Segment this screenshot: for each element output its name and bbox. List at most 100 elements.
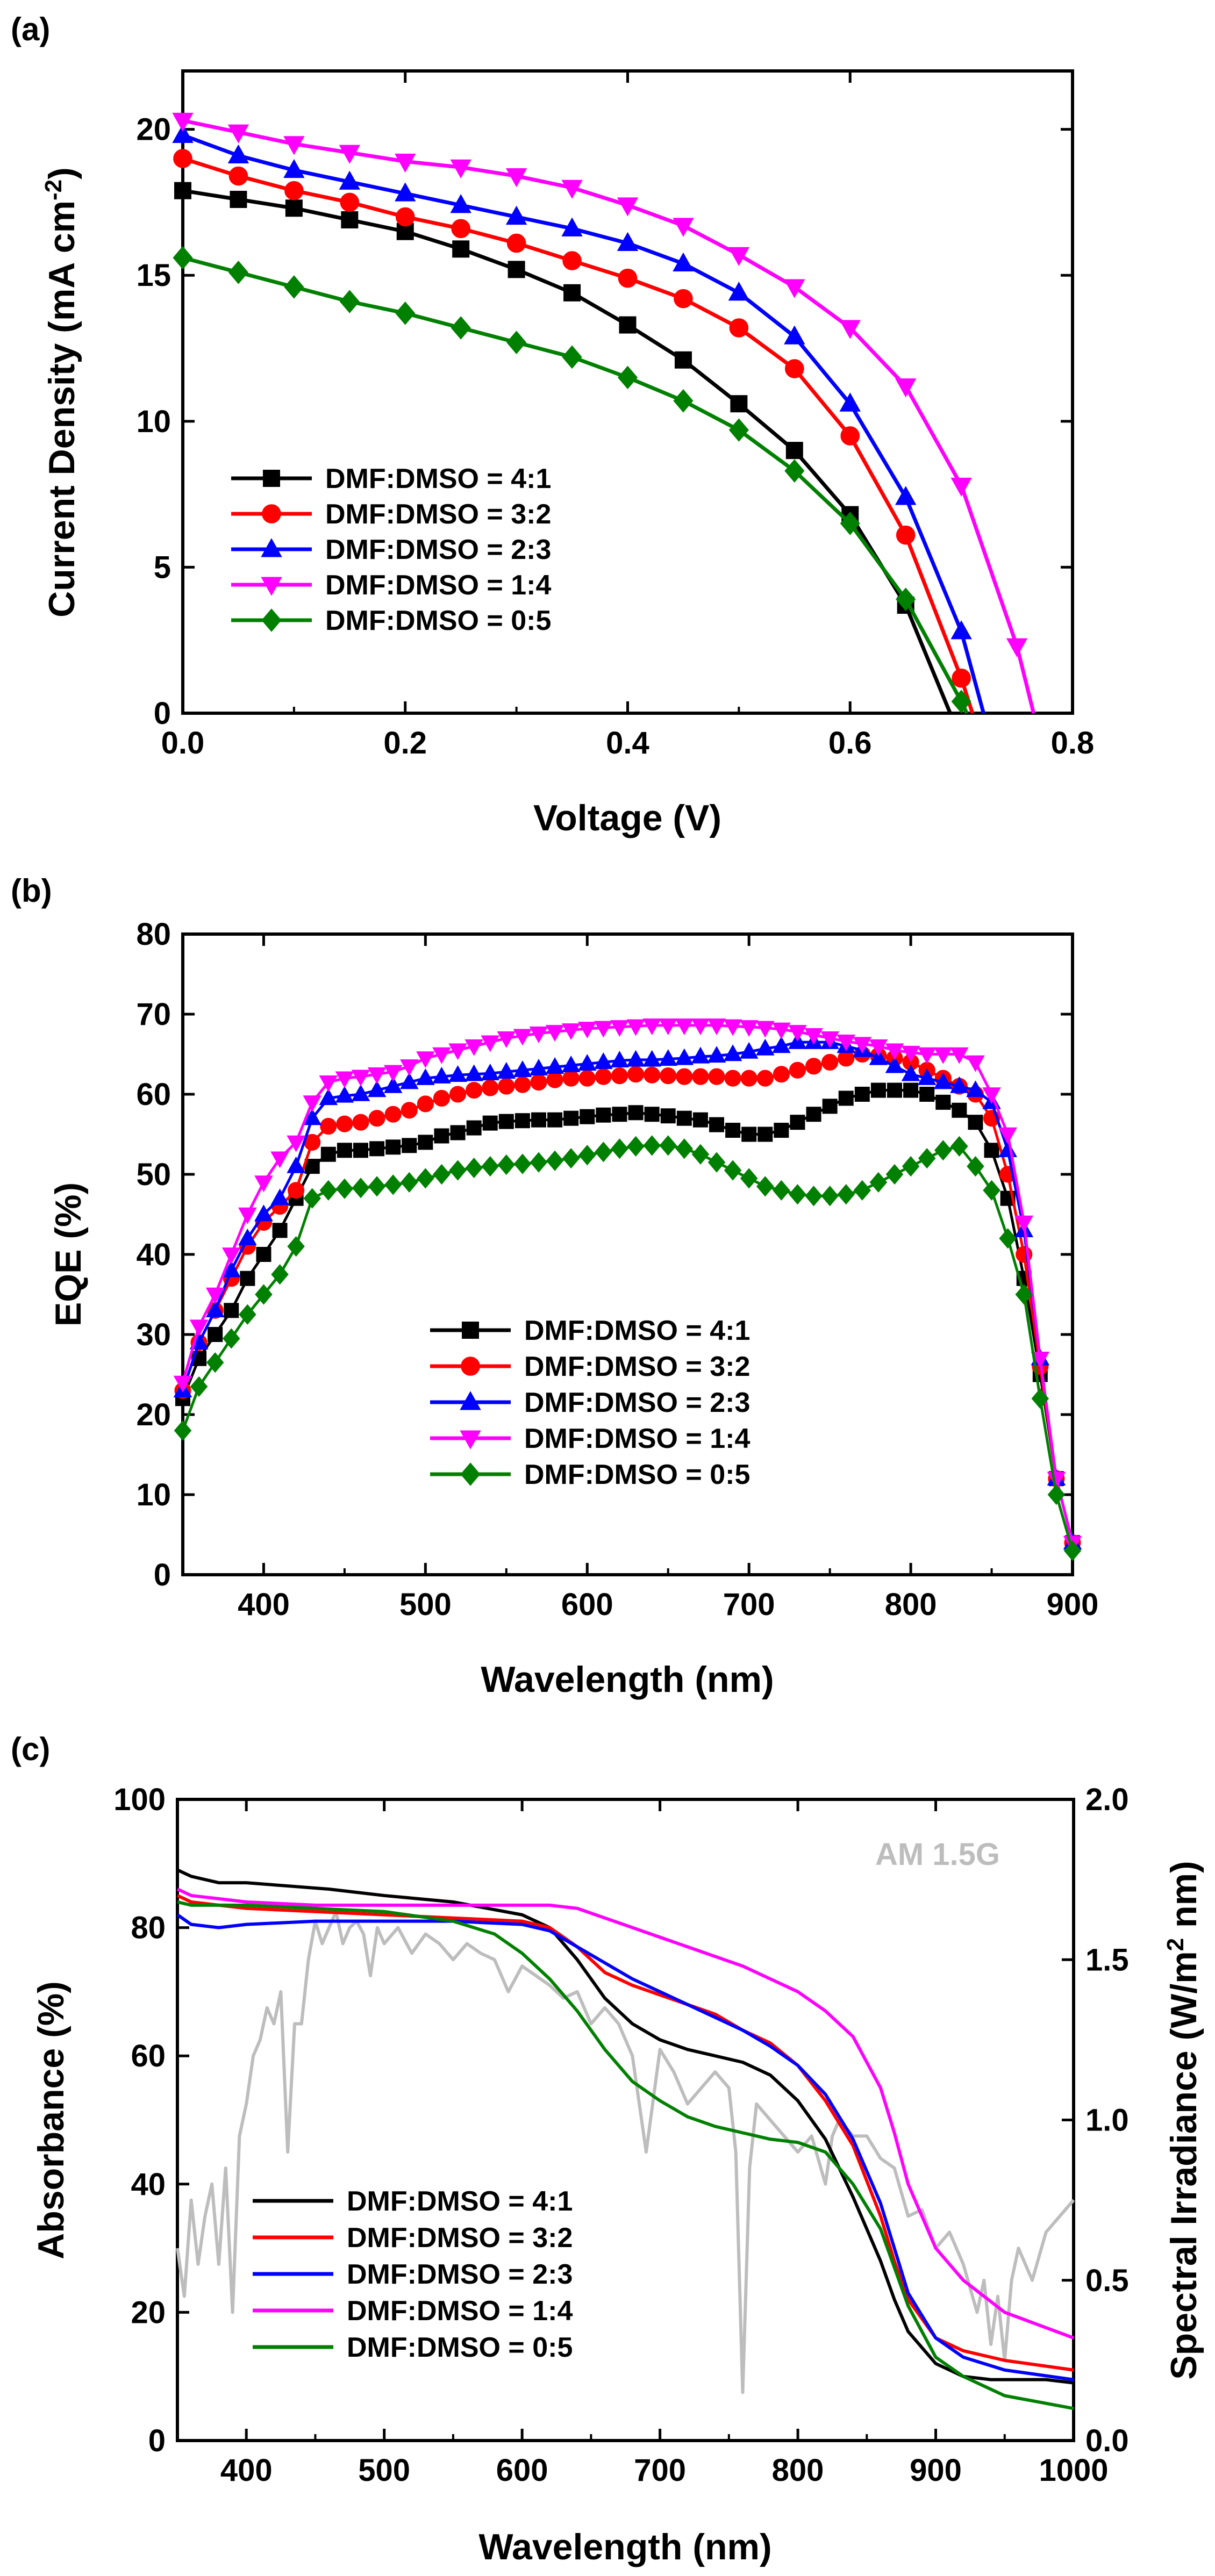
panel-b-data-point [837, 1034, 856, 1051]
panel-a-data-point [730, 395, 748, 413]
panel-b-data-point [319, 1075, 338, 1092]
panel-a-data-point [561, 217, 583, 236]
panel-b-data-point [903, 1082, 919, 1098]
panel-a-legend-label: DMF:DMSO = 1:4 [325, 570, 551, 601]
panel-b-x-tick-label: 700 [723, 1587, 775, 1622]
panel-b-data-point [853, 1037, 872, 1054]
panel-b-data-point [740, 1168, 758, 1189]
panel-a-data-point [395, 153, 416, 173]
panel-c-am15g-spectrum-line [176, 1910, 1075, 2394]
panel-b-y-tick-label: 10 [136, 1477, 171, 1512]
panel-b-x-tick-label: 900 [1047, 1587, 1099, 1622]
panel-b-x-tick-label: 400 [238, 1587, 290, 1622]
panel-b-data-point [238, 1207, 257, 1224]
panel-b-data-point [885, 1056, 904, 1073]
panel-b-data-point [256, 1247, 271, 1262]
panel-b-data-point [821, 1053, 839, 1071]
panel-b-ticks: 400 500 600 700 800 900 0 10 20 30 40 50 60 70 80 [136, 917, 1098, 1622]
panel-c-legend-label: DMF:DMSO = 0:5 [347, 2332, 573, 2363]
panel-b: (b) 400 500 600 700 800 90001020304050607080 … [11, 873, 1098, 1700]
panel-c-ticks: 400 500 600 700 800 900 1000 0 20 40 60 80 100 0.0 0.5… [113, 1782, 1128, 2488]
panel-b-data-point [692, 1068, 709, 1085]
panel-b-data-point [224, 1303, 239, 1318]
panel-b-data-point [578, 1070, 596, 1087]
panel-b-data-point [402, 1138, 417, 1153]
panel-a-legend-marker [262, 504, 281, 523]
panel-b-data-point [531, 1112, 546, 1128]
panel-a-data-point [283, 159, 305, 178]
panel-b-data-point [773, 1066, 790, 1083]
panel-b-data-point [529, 1027, 548, 1044]
panel-b-data-point [270, 1188, 289, 1206]
panel-b-data-point [724, 1070, 741, 1087]
panel-b-data-point [741, 1126, 757, 1142]
panel-b-data-point [577, 1054, 597, 1071]
panel-c-y2-axis-title-end: nm) [1163, 1861, 1204, 1938]
panel-b-series-5 [174, 1135, 1082, 1561]
panel-b-data-point [854, 1087, 870, 1102]
panel-b-data-point [514, 1113, 530, 1129]
panel-b-data-point [610, 1051, 629, 1068]
panel-a-data-point [617, 197, 639, 217]
panel-a-x-tick-label: 0.8 [1051, 726, 1095, 760]
panel-b-data-point [885, 1043, 904, 1060]
panel-a-data-point [505, 205, 527, 225]
panel-b-data-point [968, 1115, 983, 1130]
panel-b-data-point [967, 1156, 984, 1177]
panel-b-data-point [821, 1186, 839, 1207]
panel-b-data-point [546, 1150, 564, 1171]
panel-a-data-point [172, 124, 194, 143]
panel-b-data-point [692, 1112, 708, 1128]
panel-c-series-line-4 [176, 1888, 1075, 2340]
panel-b-data-point [545, 1025, 564, 1042]
panel-a-data-point [950, 477, 972, 497]
panel-a-data-point [339, 145, 361, 164]
panel-b-data-point [675, 1048, 694, 1065]
panel-c-x-tick-label: 600 [496, 2453, 548, 2488]
panel-b-data-point [563, 1110, 579, 1126]
panel-c-y2-tick-label: 0.0 [1085, 2423, 1129, 2458]
panel-a-y-axis-title-superscript: -2 [40, 180, 67, 200]
panel-a-y-axis-title-main: Current Density (mA cm [41, 200, 82, 618]
panel-a-series-line [182, 256, 969, 714]
panel-b-legend-label: DMF:DMSO = 2:3 [524, 1387, 750, 1418]
panel-b-y-axis-title: EQE (%) [48, 1182, 89, 1326]
panel-b-data-point [320, 1118, 337, 1135]
panel-b-data-point [416, 1051, 435, 1068]
panel-a-data-point [839, 392, 861, 412]
panel-b-data-point [351, 1070, 370, 1087]
panel-a-x-tick-label: 0.0 [161, 726, 205, 760]
panel-b-data-point [464, 1039, 483, 1056]
panel-b-y-tick-label: 50 [136, 1157, 171, 1192]
panel-b-data-point [448, 1065, 467, 1082]
panel-b-y-tick-label: 0 [154, 1558, 171, 1592]
panel-b-data-point [772, 1022, 791, 1039]
panel-b-letter: (b) [11, 873, 52, 909]
panel-b-data-point [788, 1025, 807, 1042]
panel-a-letter: (a) [11, 11, 50, 47]
panel-b-data-point [336, 1115, 353, 1132]
panel-b-y-tick-label: 60 [136, 1077, 171, 1112]
panel-b-data-point [707, 1152, 726, 1173]
panel-b-data-point [610, 1020, 629, 1037]
panel-b-data-point [642, 1050, 661, 1067]
panel-b-data-point [642, 1018, 661, 1036]
panel-b-legend-marker [460, 1430, 481, 1450]
panel-b-data-point [869, 1048, 888, 1065]
panel-a-y-tick-label: 15 [136, 258, 171, 293]
panel-b-data-point [450, 1125, 466, 1140]
panel-a-legend-label: DMF:DMSO = 3:2 [325, 499, 551, 530]
panel-b-data-point [221, 1247, 241, 1265]
panel-b-data-point [707, 1046, 726, 1063]
panel-b-data-point [902, 1156, 920, 1177]
panel-b-data-point [869, 1039, 888, 1056]
panel-b-data-point [206, 1352, 224, 1373]
panel-a-data-point [839, 320, 861, 339]
panel-b-data-point [399, 1059, 419, 1077]
panel-b-data-point [659, 1049, 678, 1066]
panel-b-data-point [255, 1284, 273, 1305]
panel-b-data-point [740, 1070, 757, 1087]
panel-b-data-point [917, 1068, 937, 1085]
panel-b-data-point [1015, 1284, 1033, 1305]
